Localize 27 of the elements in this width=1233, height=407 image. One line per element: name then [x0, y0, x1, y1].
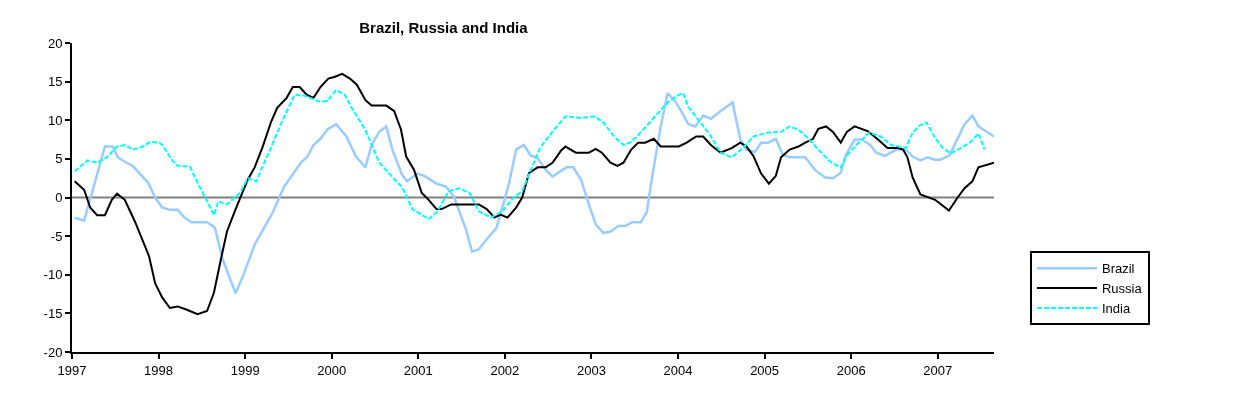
legend-label: India	[1101, 301, 1131, 317]
x-tick-label: 2006	[836, 362, 866, 378]
y-tick-label: -20	[43, 344, 63, 360]
x-tick-label: 2007	[923, 362, 953, 378]
x-tick-label: 2001	[403, 362, 433, 378]
y-tick-label: -15	[43, 305, 63, 321]
x-tick-label: 2002	[490, 362, 520, 378]
line-series	[73, 91, 994, 295]
y-tick-label: 0	[55, 190, 63, 206]
y-tick-label: -10	[43, 267, 63, 283]
y-tick-label: 15	[47, 74, 63, 90]
x-tick-label: 1998	[144, 362, 174, 378]
x-tick-label: 2005	[750, 362, 780, 378]
y-tick-label: -5	[50, 228, 63, 244]
x-tick-label: 2004	[663, 362, 693, 378]
y-tick-label: 5	[55, 151, 63, 167]
legend-label: Russia	[1101, 281, 1143, 297]
x-tick-label: 1999	[230, 362, 260, 378]
x-tick-label: 1997	[57, 362, 87, 378]
legend-label: Brazil	[1101, 261, 1135, 277]
y-tick-label: 20	[47, 35, 63, 51]
y-tick-label: 10	[47, 112, 63, 128]
chart-title: Brazil, Russia and India	[359, 19, 529, 37]
line-series	[73, 72, 994, 316]
x-tick-label: 2003	[576, 362, 606, 378]
line-series	[73, 89, 986, 221]
x-tick-label: 2000	[317, 362, 347, 378]
